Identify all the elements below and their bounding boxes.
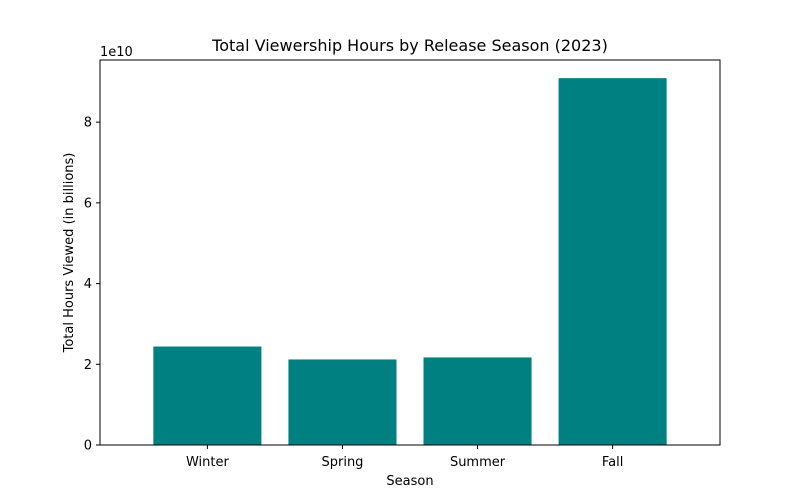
- x-tick-label: Fall: [602, 455, 623, 470]
- bar-spring: [288, 359, 397, 445]
- x-tick-label: Winter: [186, 455, 230, 470]
- x-tick-label: Summer: [450, 455, 506, 470]
- bar-summer: [423, 357, 532, 445]
- plot-frame: [99, 59, 721, 446]
- x-tick-label: Spring: [321, 455, 363, 470]
- y-tick-label: 0: [84, 439, 92, 454]
- bars-group: [153, 78, 667, 446]
- y-axis-offset-label: 1e10: [100, 45, 133, 60]
- bar-winter: [153, 346, 262, 445]
- x-axis-ticks: Winter Spring Summer Fall: [186, 445, 623, 470]
- y-tick-label: 8: [84, 116, 92, 131]
- chart-title: Total Viewership Hours by Release Season…: [211, 36, 608, 55]
- y-tick-label: 6: [84, 196, 92, 211]
- y-tick-label: 2: [84, 358, 92, 373]
- y-tick-label: 4: [84, 277, 92, 292]
- y-axis-title: Total Hours Viewed (in billions): [62, 153, 77, 354]
- y-axis-ticks: 0 2 4 6 8: [84, 116, 100, 454]
- x-axis-title: Season: [386, 474, 433, 489]
- bar-fall: [558, 78, 667, 446]
